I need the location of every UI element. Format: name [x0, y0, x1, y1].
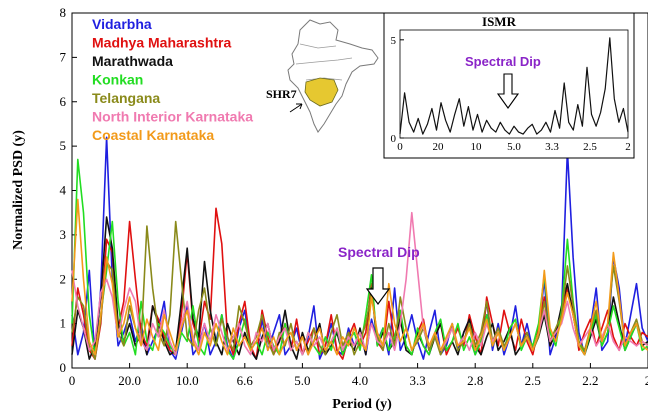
legend-entry-marathwada: Marathwada [92, 53, 173, 69]
map-internal-borders [295, 43, 353, 97]
legend-entry-vidarbha: Vidarbha [92, 16, 152, 32]
map-label-arrow [289, 103, 303, 113]
india-map-outline [287, 19, 379, 133]
spectral-dip-annotation: Spectral Dip [338, 244, 420, 260]
y-tick-label: 5 [60, 138, 67, 153]
inset-series-line-ismr [399, 37, 629, 135]
inset-x-tick-label: 2.5 [583, 141, 597, 153]
inset-y-ticks: 05 [391, 35, 404, 145]
x-tick-label: 2.8 [467, 373, 483, 388]
inset-series-group [399, 37, 629, 135]
x-tick-label: 2.5 [525, 373, 541, 388]
series-line-coastal-karnataka [71, 198, 648, 356]
x-tick-label: 6.6 [237, 373, 254, 388]
inset-x-ticks: 0 20 10 5.0 3.3 2.5 2 [397, 141, 631, 153]
x-tick-label: 20.0 [118, 373, 141, 388]
india-map-inset: SHR7 [266, 19, 379, 133]
x-tick-label: 10.0 [176, 373, 199, 388]
spectral-dip-arrow [365, 267, 391, 306]
ismr-inset-plot: ISMR 05 0 20 10 5.0 3.3 2.5 2 Spectral Dip [383, 12, 635, 159]
inset-x-tick-label: 2 [625, 141, 631, 153]
legend-entry-coastal-karnataka: Coastal Karnataka [92, 127, 214, 143]
series-line-north-interior-karnataka [71, 211, 648, 356]
x-tick-label: 3.3 [409, 373, 425, 388]
legend-entry-madhya-maharashtra: Madhya Maharashtra [92, 35, 231, 51]
inset-spectral-dip-arrow [496, 73, 520, 109]
legend-entry-north-interior-karnataka: North Interior Karnataka [92, 109, 253, 125]
main-x-ticks: 0 20.0 10.0 6.6 5.0 4.0 3.3 2.8 2.5 2.2 2 [69, 363, 648, 388]
inset-y-tick-label: 0 [391, 133, 397, 145]
inset-x-tick-label: 0 [397, 141, 403, 153]
inset-axes-frame [399, 29, 629, 139]
x-axis-label: Period (y) [332, 397, 392, 412]
main-series-group [71, 136, 648, 360]
legend-entry-konkan: Konkan [92, 72, 143, 88]
shr7-region [304, 77, 339, 107]
y-tick-label: 7 [60, 49, 67, 64]
x-tick-label: 2 [645, 373, 648, 388]
main-plot: 0 1 2 3 4 5 6 7 8 0 20.0 10.0 6.6 5.0 4.0 3.3 2.8 2.5 2.2… [11, 5, 648, 412]
inset-x-tick-label: 10 [471, 141, 483, 153]
inset-x-tick-label: 5.0 [507, 141, 521, 153]
inset-x-tick-label: 20 [433, 141, 445, 153]
map-region-label: SHR7 [266, 87, 297, 101]
inset-title: ISMR [482, 14, 517, 29]
x-tick-label: 2.2 [582, 373, 598, 388]
y-tick-label: 6 [60, 94, 67, 109]
inset-y-tick-label: 5 [391, 35, 397, 47]
x-tick-label: 4.0 [352, 373, 368, 388]
x-tick-label: 0 [69, 373, 76, 388]
legend: Vidarbha Madhya Maharashtra Marathwada Konk… [92, 16, 253, 143]
inset-spectral-dip-annotation: Spectral Dip [465, 54, 541, 69]
series-line-marathwada [71, 216, 648, 360]
y-tick-label: 3 [60, 227, 67, 242]
x-tick-label: 5.0 [294, 373, 310, 388]
inset-x-tick-label: 3.3 [545, 141, 559, 153]
main-y-ticks: 0 1 2 3 4 5 6 7 8 [60, 5, 77, 375]
legend-entry-telangana: Telangana [92, 90, 160, 106]
y-tick-label: 8 [60, 5, 67, 20]
y-tick-label: 1 [60, 316, 67, 331]
y-tick-label: 0 [60, 360, 67, 375]
y-axis-label: Normalized PSD (y) [11, 130, 26, 250]
y-tick-label: 2 [60, 271, 67, 286]
y-tick-label: 4 [60, 183, 67, 198]
